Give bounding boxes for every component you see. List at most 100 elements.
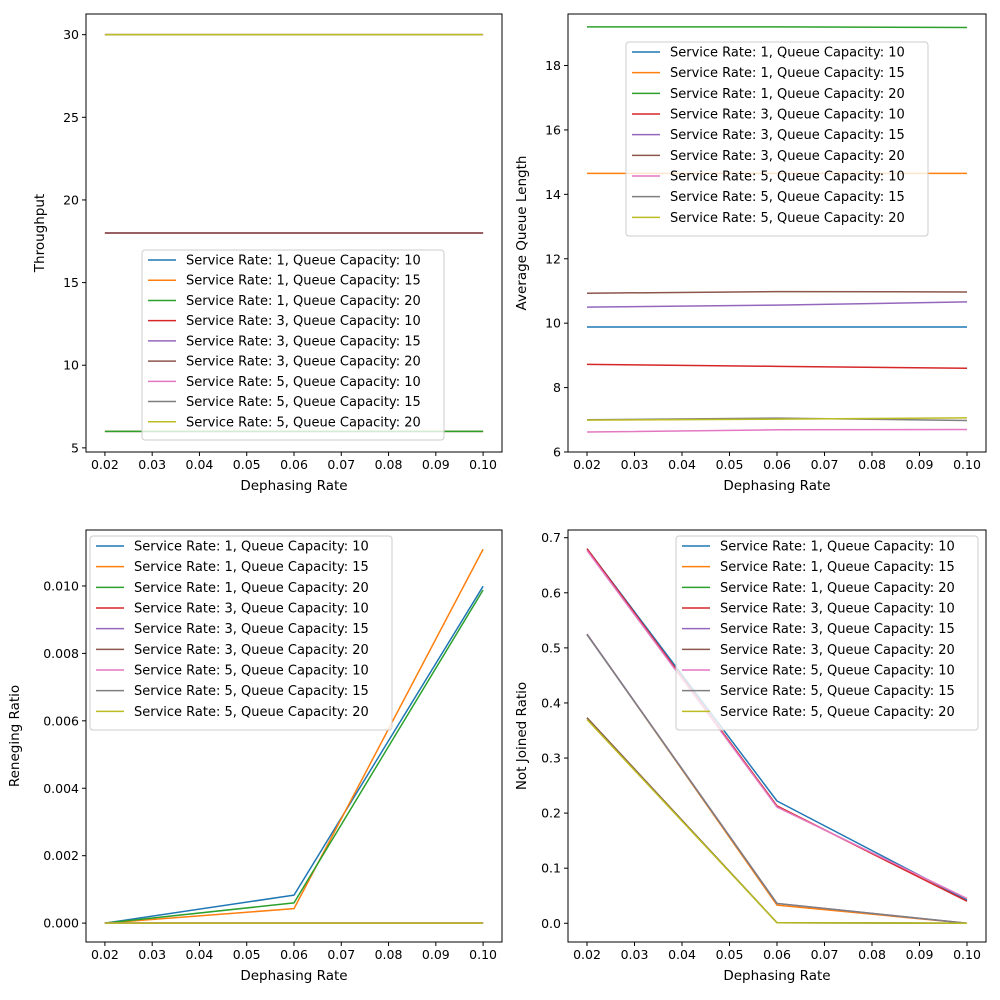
legend-entry: Service Rate: 3, Queue Capacity: 15 — [720, 622, 955, 637]
x-tick-label: 0.02 — [573, 947, 601, 962]
y-tick-label: 0.4 — [541, 695, 561, 710]
x-tick-label: 0.05 — [233, 947, 261, 962]
x-tick-label: 0.09 — [906, 947, 934, 962]
y-tick-label: 0.3 — [541, 751, 561, 766]
x-axis-label: Dephasing Rate — [240, 478, 347, 494]
series-group — [104, 548, 484, 924]
x-axis-label: Dephasing Rate — [240, 968, 347, 984]
y-tick-label: 5 — [71, 440, 79, 455]
legend-entry: Service Rate: 1, Queue Capacity: 15 — [670, 66, 905, 81]
x-tick-label: 0.02 — [91, 457, 119, 472]
legend-entry: Service Rate: 3, Queue Capacity: 10 — [186, 314, 421, 329]
legend-entry: Service Rate: 5, Queue Capacity: 10 — [186, 375, 421, 390]
y-tick-label: 0.5 — [541, 640, 561, 655]
legend-entry: Service Rate: 3, Queue Capacity: 20 — [134, 643, 369, 658]
subplot-1: 0.02 0.03 0.04 0.05 0.06 0.07 0.08 0.09 0.10 5 10 1… — [32, 13, 503, 494]
x-tick-label: 0.09 — [422, 457, 450, 472]
legend-box — [675, 535, 979, 731]
legend-entry: Service Rate: 5, Queue Capacity: 20 — [134, 705, 369, 720]
y-tick-label: 18 — [545, 58, 561, 73]
x-tick-label: 0.07 — [327, 947, 355, 962]
x-tick-label: 0.03 — [138, 947, 166, 962]
legend-entry: Service Rate: 1, Queue Capacity: 10 — [720, 540, 955, 555]
legend-entry: Service Rate: 1, Queue Capacity: 15 — [186, 274, 421, 289]
y-tick-label: 0.000 — [43, 916, 79, 931]
series-line — [586, 718, 968, 925]
x-tick-label: 0.10 — [953, 947, 981, 962]
legend-entry: Service Rate: 1, Queue Capacity: 20 — [720, 581, 955, 596]
legend-entry: Service Rate: 1, Queue Capacity: 10 — [670, 46, 905, 61]
y-tick-label: 0.008 — [43, 646, 79, 661]
x-tick-label: 0.06 — [280, 947, 308, 962]
legend-entry: Service Rate: 1, Queue Capacity: 15 — [720, 560, 955, 575]
legend-entry: Service Rate: 1, Queue Capacity: 20 — [670, 87, 905, 102]
x-tick-label: 0.04 — [186, 457, 214, 472]
y-tick-label: 0.7 — [541, 530, 561, 545]
legend-entry: Service Rate: 5, Queue Capacity: 20 — [186, 415, 421, 430]
x-tick-label: 0.10 — [469, 947, 497, 962]
y-tick-label: 10 — [545, 316, 561, 331]
legend-entry: Service Rate: 3, Queue Capacity: 20 — [670, 149, 905, 164]
series-line — [586, 634, 968, 925]
subplot-3: 0.02 0.03 0.04 0.05 0.06 0.07 0.08 0.09 0.10 0.00… — [7, 529, 503, 984]
legend-entry: Service Rate: 3, Queue Capacity: 15 — [670, 128, 905, 143]
legend: Service Rate: 1, Queue Capacity: 10 Servi… — [89, 535, 393, 731]
x-tick-label: 0.03 — [621, 947, 649, 962]
y-tick-label: 0.6 — [541, 585, 561, 600]
legend: Service Rate: 1, Queue Capacity: 10 Servi… — [141, 249, 445, 441]
legend-entry: Service Rate: 1, Queue Capacity: 10 — [134, 540, 369, 555]
series-line — [586, 417, 968, 421]
x-tick-label: 0.08 — [375, 947, 403, 962]
y-axis-label: Average Queue Length — [514, 156, 530, 311]
legend-entry: Service Rate: 5, Queue Capacity: 10 — [670, 170, 905, 185]
legend-entry: Service Rate: 5, Queue Capacity: 15 — [670, 190, 905, 205]
legend-entry: Service Rate: 3, Queue Capacity: 10 — [720, 602, 955, 617]
legend-entry: Service Rate: 5, Queue Capacity: 10 — [720, 664, 955, 679]
series-line — [587, 26, 968, 29]
x-tick-label: 0.08 — [858, 457, 886, 472]
y-tick-label: 0.002 — [43, 848, 79, 863]
series-line — [586, 549, 968, 900]
x-axis-label: Dephasing Rate — [723, 968, 830, 984]
legend-entry: Service Rate: 3, Queue Capacity: 15 — [134, 622, 369, 637]
series-line — [586, 301, 968, 308]
y-tick-label: 0.2 — [541, 806, 561, 821]
legend-entry: Service Rate: 3, Queue Capacity: 15 — [186, 334, 421, 349]
y-axis-label: Throughput — [32, 194, 48, 273]
y-tick-label: 15 — [63, 275, 79, 290]
legend-entry: Service Rate: 5, Queue Capacity: 15 — [134, 684, 369, 699]
y-tick-label: 30 — [63, 27, 79, 42]
y-tick-label: 14 — [545, 187, 561, 202]
legend-entry: Service Rate: 5, Queue Capacity: 15 — [720, 684, 955, 699]
x-tick-label: 0.07 — [811, 457, 839, 472]
y-tick-label: 10 — [63, 358, 79, 373]
y-tick-label: 20 — [63, 192, 79, 207]
x-tick-label: 0.02 — [91, 947, 119, 962]
x-tick-label: 0.05 — [716, 457, 744, 472]
x-tick-label: 0.06 — [280, 457, 308, 472]
series-line — [586, 363, 968, 370]
series-line — [586, 548, 968, 901]
series-line — [104, 585, 484, 924]
legend-entry: Service Rate: 3, Queue Capacity: 20 — [186, 355, 421, 370]
legend: Service Rate: 1, Queue Capacity: 10 Servi… — [675, 535, 979, 731]
x-tick-label: 0.03 — [621, 457, 649, 472]
series-line — [586, 717, 968, 925]
x-tick-label: 0.08 — [375, 457, 403, 472]
x-tick-label: 0.08 — [858, 947, 886, 962]
y-tick-label: 25 — [63, 110, 79, 125]
y-tick-label: 6 — [553, 445, 561, 460]
series-line — [104, 548, 484, 924]
y-tick-label: 0.006 — [43, 713, 79, 728]
x-tick-label: 0.10 — [469, 457, 497, 472]
y-tick-label: 0.010 — [43, 578, 79, 593]
y-tick-label: 0.0 — [541, 916, 561, 931]
y-tick-label: 0.004 — [43, 781, 79, 796]
x-tick-label: 0.03 — [138, 457, 166, 472]
x-tick-label: 0.02 — [573, 457, 601, 472]
x-tick-label: 0.10 — [953, 457, 981, 472]
x-tick-label: 0.04 — [668, 947, 696, 962]
x-tick-label: 0.09 — [422, 947, 450, 962]
y-axis-label: Not Joined Ratio — [514, 682, 530, 790]
